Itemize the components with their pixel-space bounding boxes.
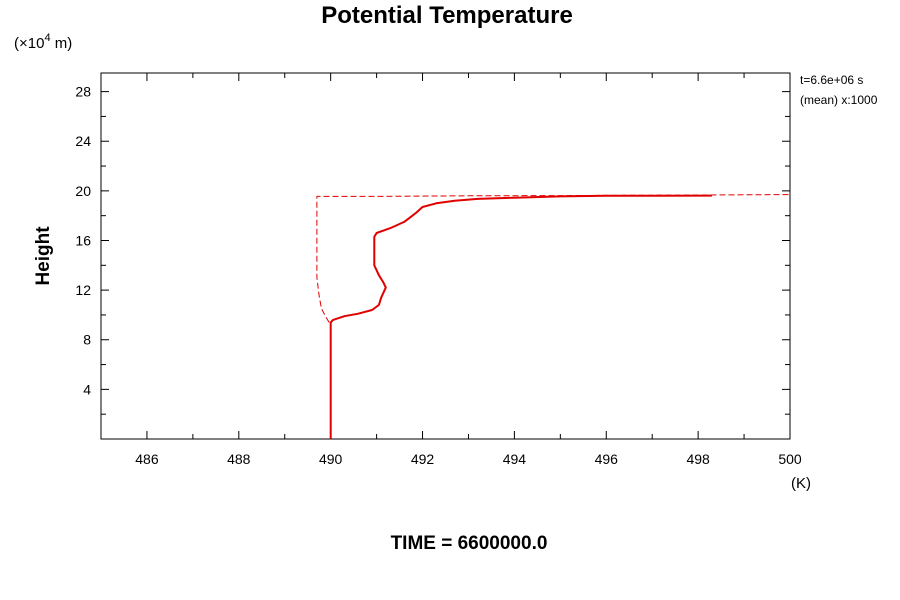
y-unit-prefix: (×10 xyxy=(14,35,44,52)
y-unit-label: (×104 m) xyxy=(14,32,72,52)
tick-labels: 486 488 490 492 494 496 498 500 4 8 12 16 20 24 28 xyxy=(75,84,801,467)
y-tick-label: 4 xyxy=(83,381,91,397)
time-footer: TIME = 6600000.0 xyxy=(391,533,548,554)
y-unit-suffix: m) xyxy=(51,35,73,52)
solid-series-line xyxy=(329,194,712,439)
chart-title: Potential Temperature xyxy=(321,2,573,29)
y-tick-label: 28 xyxy=(75,84,91,100)
x-tick-label: 498 xyxy=(686,451,710,467)
x-unit-label: (K) xyxy=(791,475,811,492)
y-axis-label: Height xyxy=(33,226,54,286)
x-tick-label: 488 xyxy=(227,451,251,467)
x-tick-label: 500 xyxy=(778,451,802,467)
x-tick-label: 490 xyxy=(319,451,343,467)
y-tick-label: 12 xyxy=(75,282,91,298)
x-tick-label: 494 xyxy=(503,451,527,467)
y-unit-exponent: 4 xyxy=(44,32,50,44)
plot-area: 486 488 490 492 494 496 498 500 4 8 12 16 20 24 28 xyxy=(75,72,802,467)
x-tick-label: 486 xyxy=(135,451,159,467)
x-tick-label: 496 xyxy=(595,451,619,467)
dashed-series-line xyxy=(316,194,791,439)
y-tick-label: 20 xyxy=(75,183,91,199)
axis-ticks xyxy=(100,73,791,439)
y-tick-label: 16 xyxy=(75,232,91,248)
series-layer xyxy=(316,194,791,439)
plot-frame xyxy=(100,72,791,440)
time-annotation: t=6.6e+06 s xyxy=(800,73,863,87)
y-tick-label: 24 xyxy=(75,133,91,149)
x-tick-label: 492 xyxy=(411,451,435,467)
y-tick-label: 8 xyxy=(83,332,91,348)
mean-annotation: (mean) x:1000 xyxy=(800,93,878,107)
